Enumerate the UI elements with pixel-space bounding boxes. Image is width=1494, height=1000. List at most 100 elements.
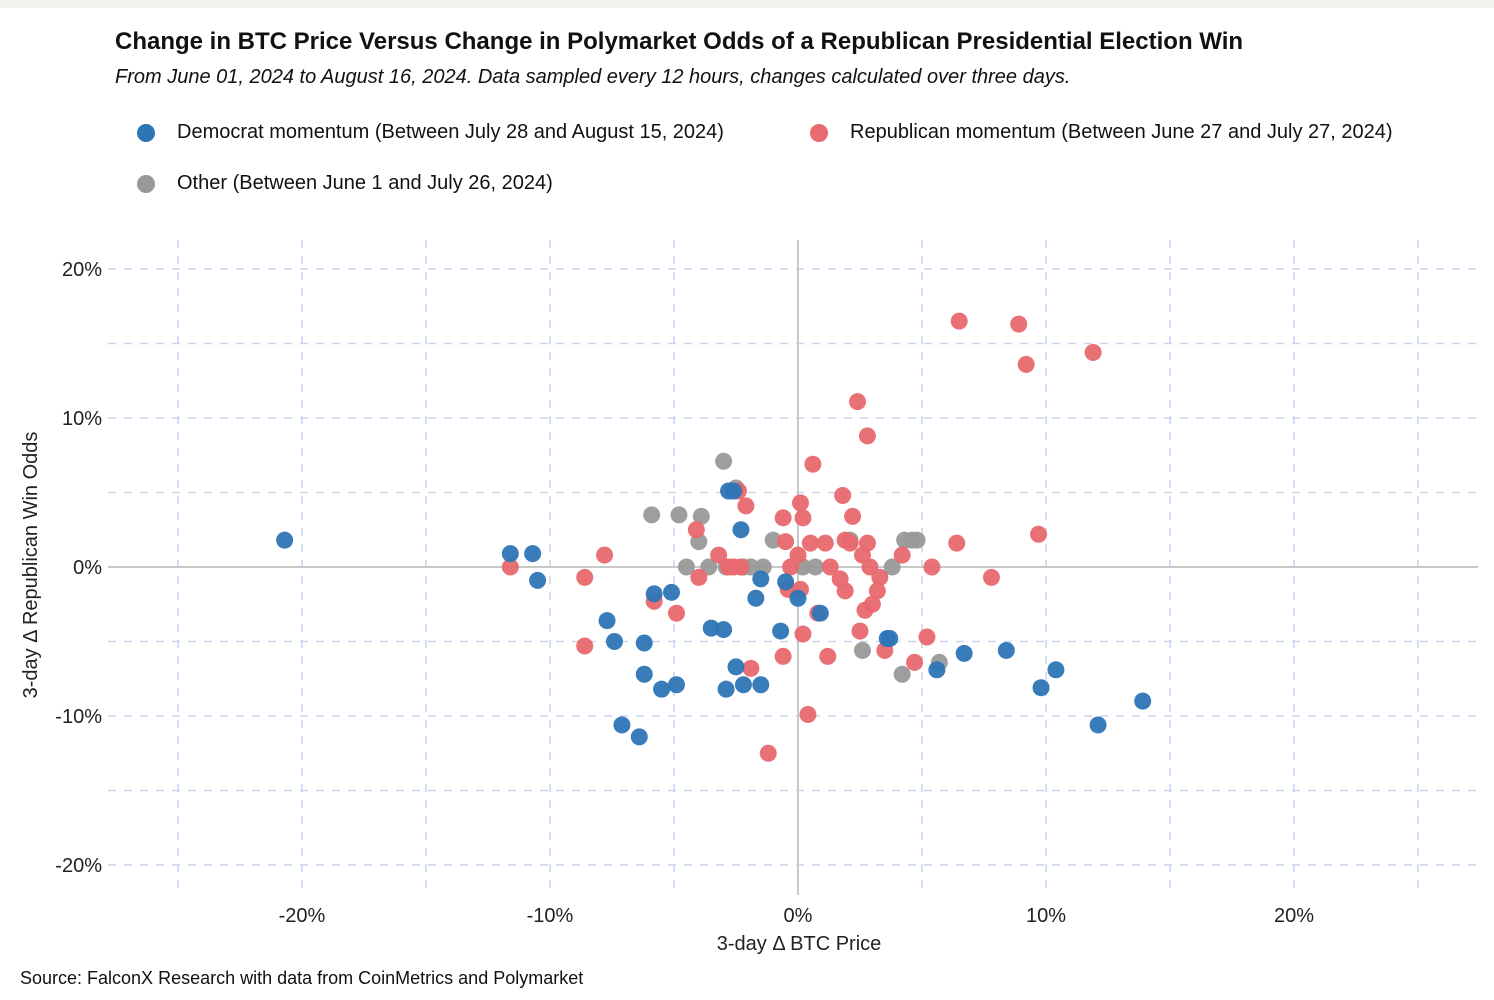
data-point-democrat	[667, 676, 685, 694]
data-point-other	[670, 506, 688, 524]
legend-item-democrat: Democrat momentum (Between July 28 and A…	[137, 121, 724, 144]
y-tick-label: 20%	[62, 259, 102, 281]
x-tick-label: -10%	[527, 905, 574, 927]
data-point-democrat	[752, 570, 770, 588]
data-point-other	[908, 531, 926, 549]
legend-dot-democrat-icon	[137, 123, 155, 142]
tick-labels-layer: -20% -10% 0% 10% 20% 20% 10% 0% -10% -20%	[55, 259, 1314, 927]
data-point-republican	[742, 659, 760, 677]
data-point-republican	[821, 558, 839, 576]
data-point-republican	[836, 582, 854, 600]
data-point-democrat	[725, 482, 743, 500]
data-point-republican	[858, 427, 876, 445]
y-tick-label: -10%	[55, 706, 102, 728]
data-point-republican	[1084, 343, 1102, 361]
data-point-republican	[863, 595, 881, 613]
data-point-republican	[804, 455, 822, 473]
data-point-other	[883, 558, 901, 576]
legend-label-republican: Republican momentum (Between June 27 and…	[850, 121, 1393, 143]
data-point-republican	[1030, 525, 1048, 543]
data-point-democrat	[715, 621, 733, 639]
data-point-democrat	[598, 612, 616, 630]
data-point-democrat	[734, 676, 752, 694]
data-point-republican	[834, 486, 852, 504]
data-point-republican	[841, 534, 859, 552]
y-tick-label: 0%	[73, 557, 102, 579]
data-point-democrat	[997, 641, 1015, 659]
chart-subtitle: From June 01, 2024 to August 16, 2024. D…	[115, 66, 1071, 88]
data-point-republican	[923, 558, 941, 576]
data-point-democrat	[663, 583, 681, 601]
data-point-democrat	[645, 585, 663, 603]
data-point-republican	[948, 534, 966, 552]
x-tick-label: -20%	[279, 905, 326, 927]
data-point-republican	[501, 558, 519, 576]
data-point-democrat	[928, 661, 946, 679]
data-point-republican	[596, 546, 614, 564]
data-point-democrat	[772, 622, 790, 640]
data-point-democrat	[752, 676, 770, 694]
data-point-democrat	[747, 589, 765, 607]
legend-item-other: Other (Between June 1 and July 26, 2024)	[137, 172, 553, 195]
data-point-republican	[687, 521, 705, 539]
x-tick-label: 20%	[1274, 905, 1314, 927]
data-point-democrat	[1047, 661, 1065, 679]
data-point-republican	[849, 393, 867, 411]
data-point-other	[764, 531, 782, 549]
data-point-other	[692, 507, 710, 525]
data-point-republican	[799, 706, 817, 724]
data-point-democrat	[1032, 679, 1050, 697]
data-point-democrat	[955, 644, 973, 662]
data-point-republican	[801, 534, 819, 552]
data-point-democrat	[1089, 716, 1107, 734]
data-point-democrat	[717, 680, 735, 698]
data-point-democrat	[653, 680, 671, 698]
data-point-democrat	[613, 716, 631, 734]
data-point-democrat	[1134, 692, 1152, 710]
data-point-republican	[1017, 355, 1035, 373]
data-point-democrat	[605, 633, 623, 650]
data-point-republican	[1010, 315, 1028, 333]
data-point-republican	[816, 534, 834, 552]
data-point-republican	[732, 558, 750, 576]
data-point-republican	[789, 546, 807, 564]
data-point-republican	[737, 497, 755, 515]
data-point-republican	[950, 312, 968, 330]
data-point-democrat	[630, 728, 648, 746]
legend-label-other: Other (Between June 1 and July 26, 2024)	[177, 172, 553, 194]
data-point-republican	[777, 533, 795, 551]
data-point-democrat	[777, 573, 795, 591]
data-point-republican	[791, 494, 809, 512]
data-point-republican	[710, 546, 728, 564]
data-point-republican	[794, 625, 812, 643]
data-point-republican	[576, 637, 594, 655]
top-strip	[0, 0, 1494, 8]
points-layer	[276, 312, 1152, 762]
data-point-republican	[851, 622, 869, 640]
data-point-republican	[893, 546, 911, 564]
data-point-republican	[774, 509, 792, 527]
data-point-democrat	[881, 630, 899, 648]
legend-item-republican: Republican momentum (Between June 27 and…	[810, 121, 1393, 144]
data-point-democrat	[529, 571, 547, 589]
data-point-republican	[906, 653, 924, 671]
data-point-republican	[844, 507, 862, 525]
data-point-republican	[576, 568, 594, 586]
data-point-democrat	[501, 545, 519, 563]
x-tick-label: 0%	[784, 905, 813, 927]
legend-label-democrat: Democrat momentum (Between July 28 and A…	[177, 121, 724, 143]
data-point-republican	[819, 647, 837, 665]
legend-dot-other-icon	[137, 174, 155, 193]
y-tick-label: 10%	[62, 408, 102, 430]
data-point-republican	[690, 568, 708, 586]
x-tick-label: 10%	[1026, 905, 1066, 927]
data-point-republican	[667, 604, 685, 622]
data-point-republican	[982, 568, 1000, 586]
data-point-republican	[759, 744, 777, 762]
data-point-other	[893, 665, 911, 683]
source-note: Source: FalconX Research with data from …	[20, 968, 584, 988]
data-point-other	[715, 452, 733, 470]
data-point-other	[643, 506, 661, 524]
data-point-republican	[794, 509, 812, 527]
data-point-democrat	[524, 545, 542, 563]
